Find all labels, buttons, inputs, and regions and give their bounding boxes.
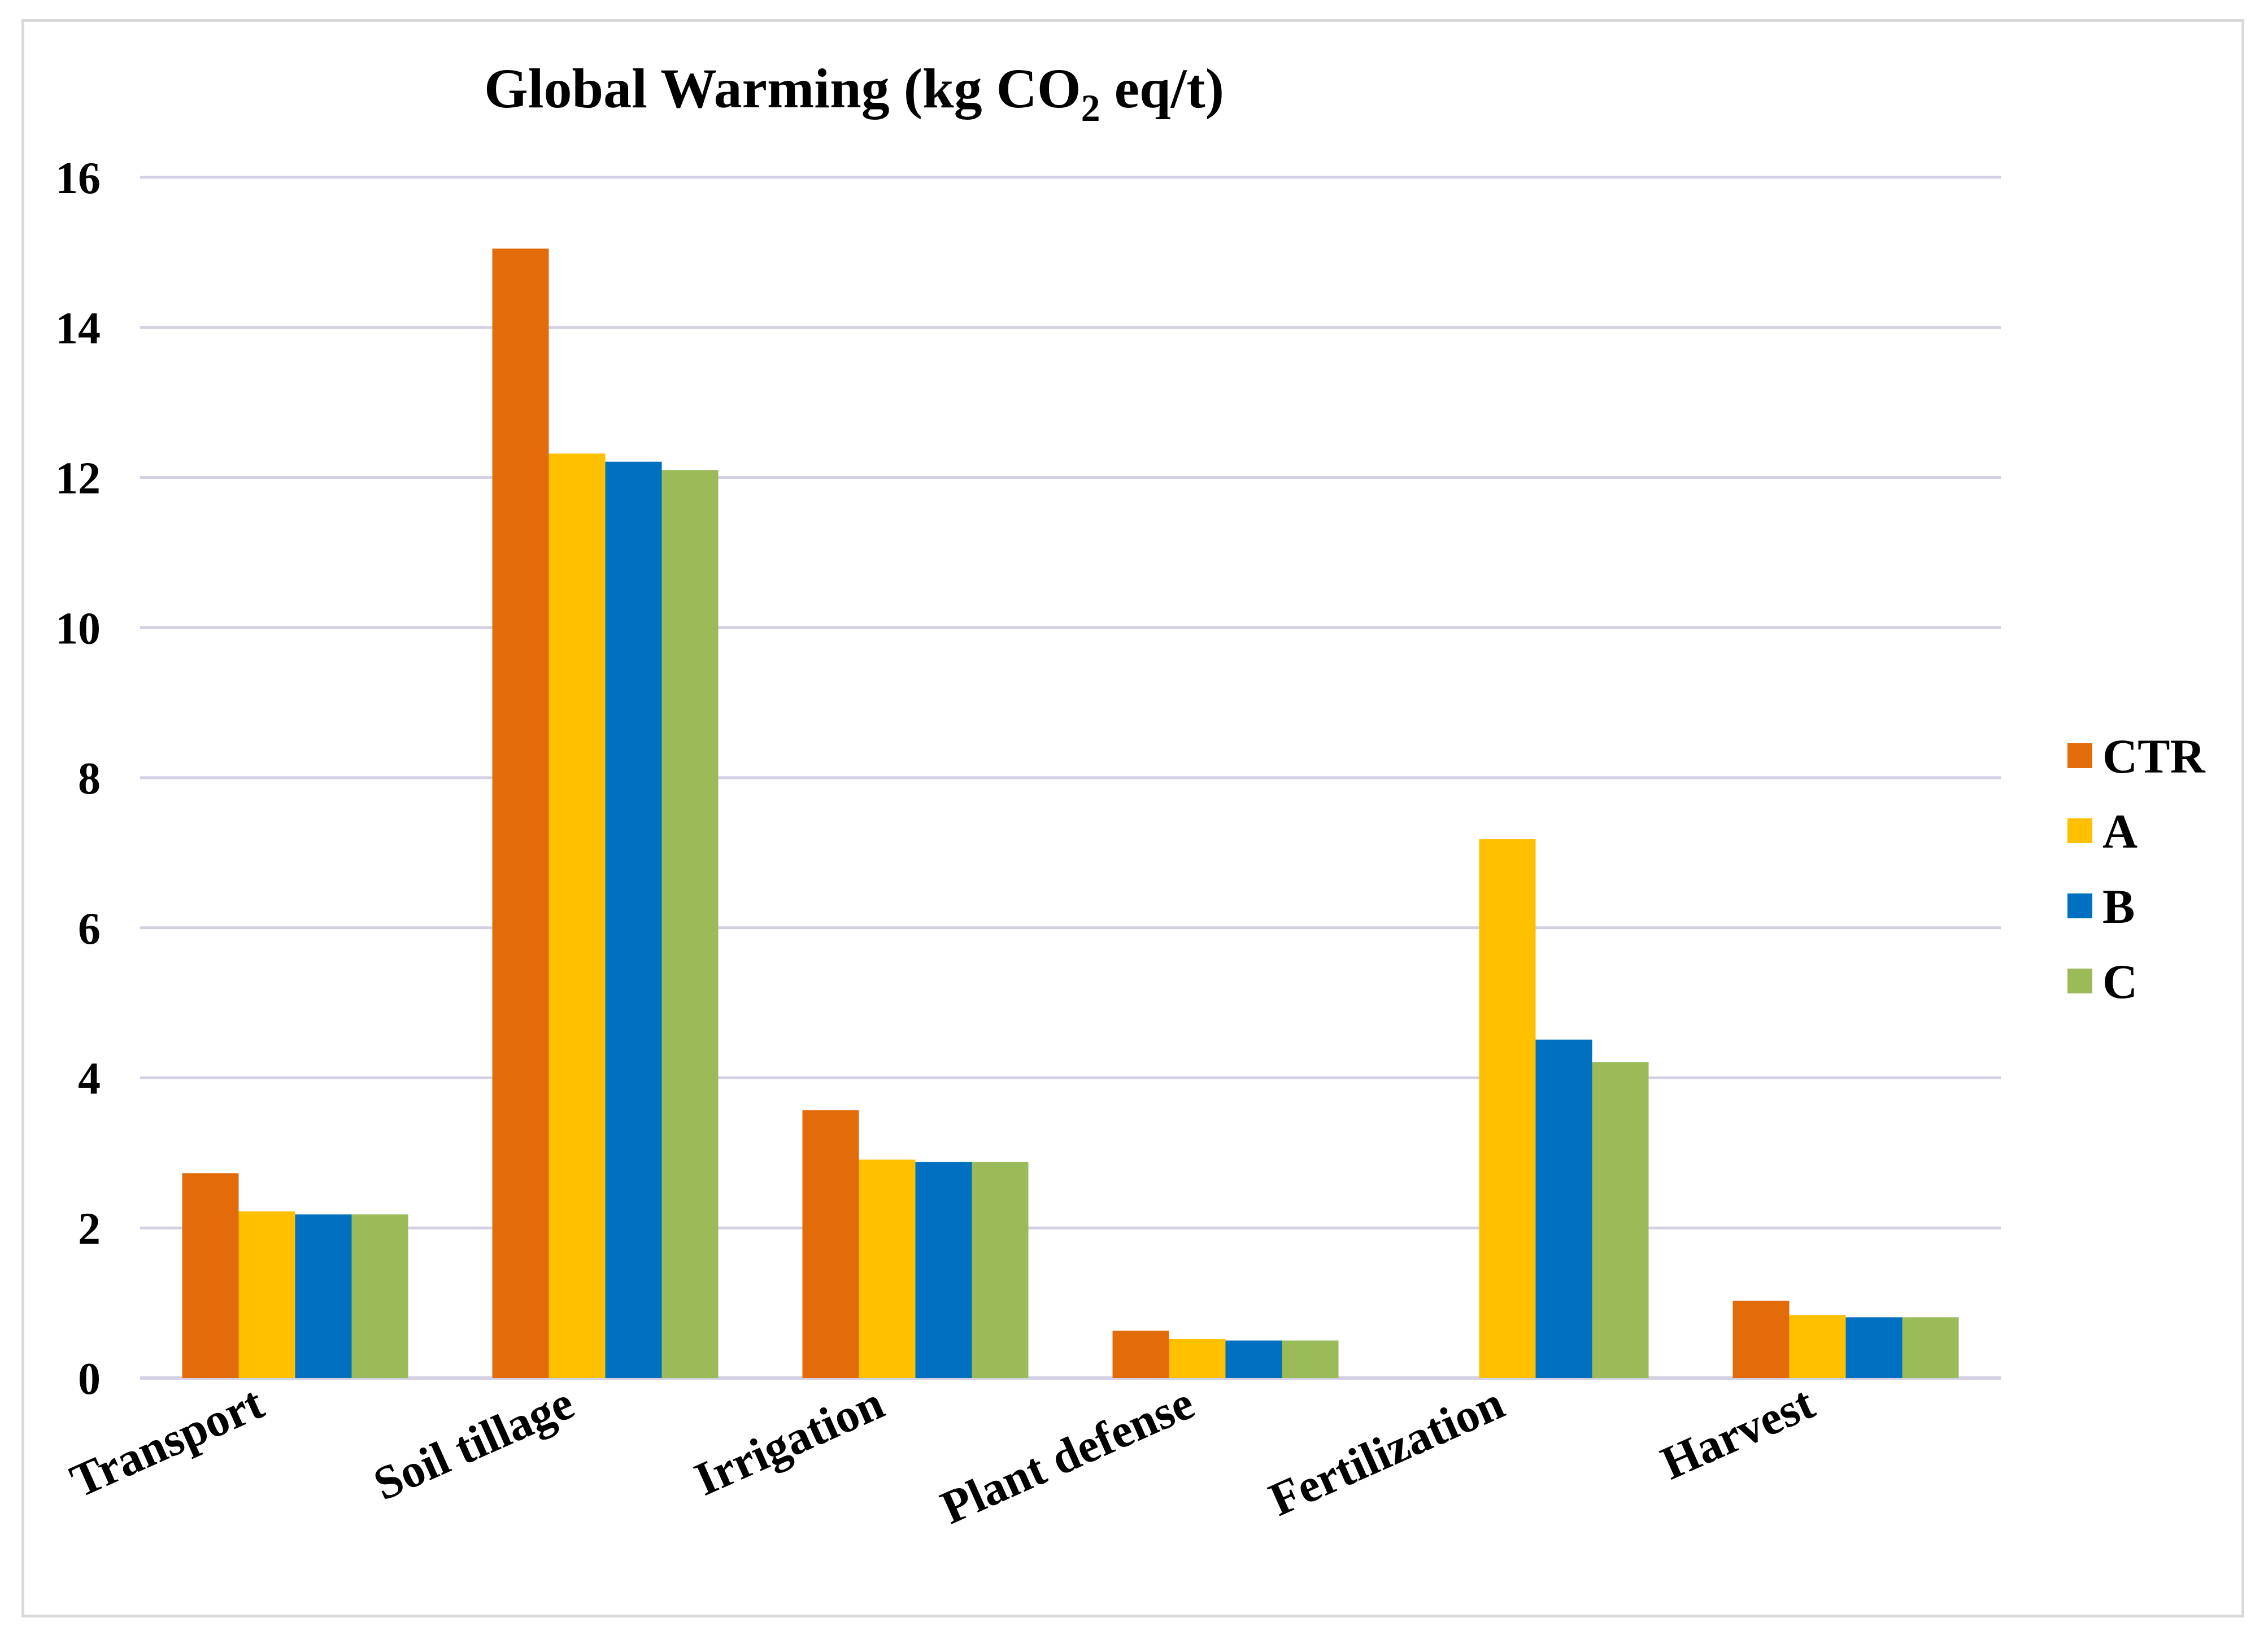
bar-ctr-transport xyxy=(182,1173,239,1378)
bar-ctr-plant-defense xyxy=(1112,1331,1169,1378)
bar-b-plant-defense xyxy=(1225,1340,1282,1378)
bar-a-plant-defense xyxy=(1169,1338,1226,1378)
legend-label-a: A xyxy=(2102,804,2138,858)
bar-c-harvest xyxy=(1902,1317,1959,1378)
chart-title: Global Warming (kg CO2 eq/t) xyxy=(484,57,1224,129)
bar-b-soil-tillage xyxy=(605,461,662,1379)
y-tick-label: 16 xyxy=(55,154,101,203)
bar-ctr-irrigation xyxy=(802,1110,859,1378)
legend-label-b: B xyxy=(2102,879,2135,934)
x-category-label: Harvest xyxy=(1653,1376,1822,1490)
bar-b-fertilization xyxy=(1535,1039,1592,1378)
bar-b-harvest xyxy=(1845,1317,1903,1378)
x-category-label: Plant defense xyxy=(933,1376,1202,1534)
bar-c-soil-tillage xyxy=(661,470,719,1378)
y-tick-label: 2 xyxy=(78,1204,101,1254)
bars xyxy=(182,248,1959,1379)
bar-a-irrigation xyxy=(859,1159,916,1378)
y-tick-label: 14 xyxy=(55,304,101,354)
legend: CTR ABC xyxy=(2067,729,2205,1009)
y-tick-label: 8 xyxy=(78,754,101,804)
y-tick-label: 10 xyxy=(55,604,101,653)
legend-swatch-b xyxy=(2067,893,2092,918)
bar-b-transport xyxy=(295,1214,352,1378)
bar-c-fertilization xyxy=(1592,1062,1649,1378)
bar-a-fertilization xyxy=(1479,839,1536,1378)
x-category-label: Irrigation xyxy=(687,1376,891,1506)
bar-a-soil-tillage xyxy=(549,453,606,1378)
bar-b-irrigation xyxy=(915,1162,972,1378)
gridlines xyxy=(140,176,2001,1380)
bar-a-transport xyxy=(238,1211,295,1378)
bar-c-transport xyxy=(351,1214,408,1378)
legend-label-ctr: CTR xyxy=(2102,729,2205,783)
chart-frame xyxy=(21,19,2244,1617)
bar-c-plant-defense xyxy=(1282,1340,1339,1378)
legend-swatch-c xyxy=(2067,969,2092,993)
y-tick-label: 12 xyxy=(55,454,101,504)
chart-title-suffix: eq/t) xyxy=(1100,57,1224,120)
y-axis-ticks: 0 2 4 6 8 10 12 14 16 xyxy=(55,154,101,1404)
bar-ctr-soil-tillage xyxy=(492,248,549,1379)
bar-a-harvest xyxy=(1789,1315,1846,1378)
legend-swatch-ctr xyxy=(2067,743,2092,768)
chart-title-main: Global Warming (kg CO xyxy=(484,57,1081,120)
chart-title-subscript: 2 xyxy=(1081,86,1100,129)
y-tick-label: 4 xyxy=(78,1054,101,1104)
bar-ctr-harvest xyxy=(1732,1301,1790,1378)
legend-label-c: C xyxy=(2102,954,2138,1009)
x-axis-categories: Transport Soil tillage Irrigation Plant def… xyxy=(63,1376,1822,1534)
x-category-label: Soil tillage xyxy=(366,1376,581,1511)
x-category-label: Fertilization xyxy=(1262,1376,1512,1526)
legend-swatch-a xyxy=(2067,818,2092,843)
y-tick-label: 6 xyxy=(78,904,101,954)
bar-c-irrigation xyxy=(972,1162,1029,1378)
y-tick-label: 0 xyxy=(78,1354,101,1404)
